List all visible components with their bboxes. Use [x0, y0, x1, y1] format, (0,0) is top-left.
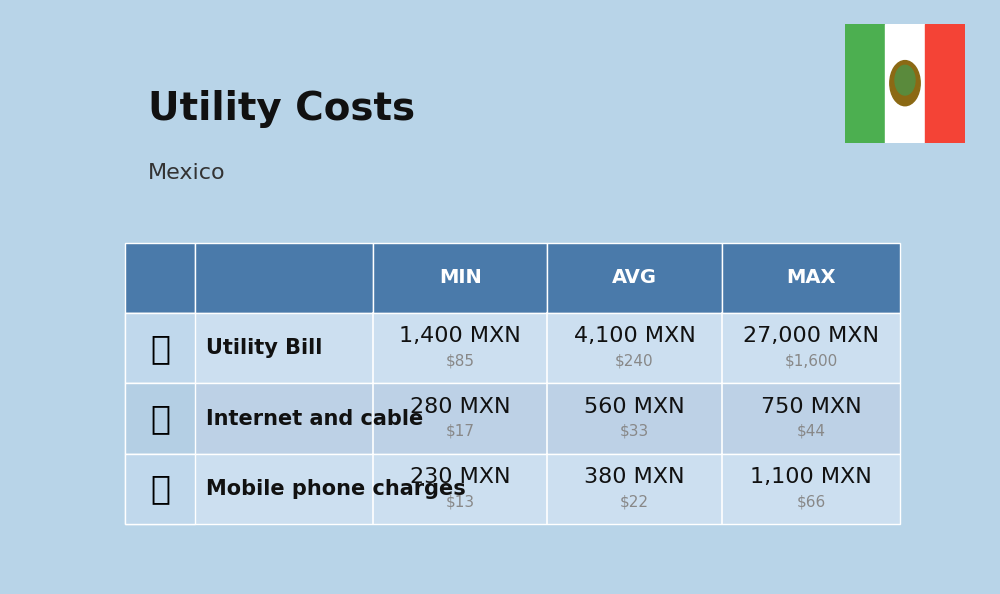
Bar	[125, 313, 900, 384]
Text: 🔌: 🔌	[150, 332, 170, 365]
Text: $1,600: $1,600	[784, 353, 838, 368]
Text: $66: $66	[796, 494, 826, 509]
Text: Mexico: Mexico	[148, 163, 226, 183]
Text: $17: $17	[446, 424, 475, 439]
Text: 380 MXN: 380 MXN	[584, 467, 685, 487]
Text: $22: $22	[620, 494, 649, 509]
Text: $44: $44	[796, 424, 825, 439]
Text: Utility Costs: Utility Costs	[148, 90, 415, 128]
Text: 280 MXN: 280 MXN	[410, 397, 510, 416]
Text: Utility Bill: Utility Bill	[206, 338, 323, 358]
Bar	[125, 313, 195, 384]
Text: 📱: 📱	[150, 472, 170, 505]
Text: 27,000 MXN: 27,000 MXN	[743, 326, 879, 346]
Circle shape	[890, 61, 920, 106]
Bar	[845, 24, 885, 143]
Circle shape	[895, 65, 915, 95]
Bar	[195, 243, 373, 313]
Text: MIN: MIN	[439, 268, 482, 287]
Text: $240: $240	[615, 353, 654, 368]
Text: $33: $33	[620, 424, 649, 439]
Text: 1,400 MXN: 1,400 MXN	[399, 326, 521, 346]
Bar	[125, 454, 900, 524]
Text: 📶: 📶	[150, 402, 170, 435]
Bar	[547, 243, 722, 313]
Text: AVG: AVG	[612, 268, 657, 287]
Bar	[125, 243, 195, 313]
Bar	[125, 384, 195, 454]
Text: Internet and cable: Internet and cable	[206, 409, 424, 429]
Text: 230 MXN: 230 MXN	[410, 467, 510, 487]
Bar	[125, 454, 195, 524]
Text: $85: $85	[446, 353, 475, 368]
Text: 560 MXN: 560 MXN	[584, 397, 685, 416]
Text: 4,100 MXN: 4,100 MXN	[574, 326, 695, 346]
Text: $13: $13	[446, 494, 475, 509]
Bar	[722, 243, 900, 313]
Bar	[373, 243, 547, 313]
Text: 750 MXN: 750 MXN	[761, 397, 861, 416]
Text: MAX: MAX	[786, 268, 836, 287]
Bar	[885, 24, 925, 143]
Bar	[925, 24, 965, 143]
Bar	[125, 384, 900, 454]
Text: 1,100 MXN: 1,100 MXN	[750, 467, 872, 487]
Text: Mobile phone charges: Mobile phone charges	[206, 479, 466, 499]
